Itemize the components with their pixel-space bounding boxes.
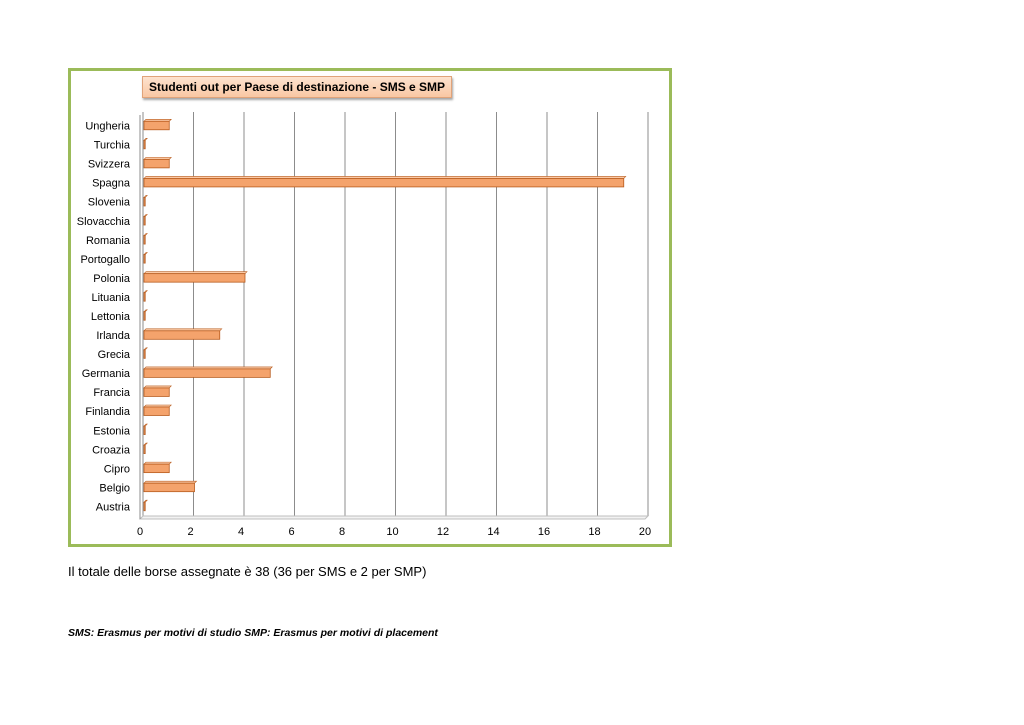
bar-18 [143,463,170,474]
bar-15 [143,406,170,416]
x-tick-label-8: 16 [538,526,550,538]
category-label-8: Polonia [93,273,131,285]
bar-2 [143,158,170,169]
bar-20 [143,501,146,512]
category-label-12: Grecia [98,349,131,361]
category-label-5: Slovacchia [77,216,131,228]
category-label-6: Romania [86,235,131,247]
category-label-17: Croazia [92,444,131,456]
category-label-1: Turchia [94,140,131,152]
category-label-3: Spagna [92,178,131,190]
chart-title: Studenti out per Paese di destinazione -… [142,76,453,98]
x-tick-label-9: 18 [588,526,600,538]
x-tick-label-5: 10 [386,526,398,538]
category-label-2: Svizzera [88,159,131,171]
bar-8 [143,273,246,283]
x-tick-label-0: 0 [137,526,143,538]
category-label-19: Belgio [99,482,130,494]
bar-6 [143,235,146,245]
bar-10 [143,311,146,321]
bar-0 [143,120,170,131]
category-label-16: Estonia [93,425,131,437]
bar-1 [143,139,146,150]
category-label-13: Germania [82,368,131,380]
bar-17 [143,444,146,454]
chart-floor [138,515,650,520]
bar-9 [143,292,146,302]
bar-11 [143,330,221,340]
bar-19 [143,482,195,493]
abbreviation-note: SMS: Erasmus per motivi di studio SMP: E… [68,627,438,639]
bar-5 [143,216,146,226]
category-label-7: Portogallo [80,254,130,266]
category-label-9: Lituania [91,292,130,304]
x-tick-label-7: 14 [487,526,499,538]
category-label-15: Finlandia [85,406,131,418]
category-label-4: Slovenia [88,197,131,209]
bar-16 [143,425,146,435]
x-tick-label-2: 4 [238,526,244,538]
total-note: Il totale delle borse assegnate è 38 (36… [68,564,427,579]
category-label-0: Ungheria [85,121,131,133]
bar-14 [143,387,170,397]
x-tick-label-10: 20 [639,526,651,538]
bar-7 [143,254,146,264]
x-tick-label-4: 8 [339,526,345,538]
x-tick-label-1: 2 [187,526,193,538]
bar-13 [143,368,271,378]
x-tick-label-6: 12 [437,526,449,538]
bar-12 [143,349,146,359]
category-label-10: Lettonia [91,311,131,323]
category-label-11: Irlanda [96,330,131,342]
x-tick-label-3: 6 [288,526,294,538]
bar-3 [143,178,625,188]
bar-4 [143,197,146,207]
category-label-14: Francia [93,387,131,399]
category-label-20: Austria [96,501,131,513]
category-label-18: Cipro [104,463,130,475]
